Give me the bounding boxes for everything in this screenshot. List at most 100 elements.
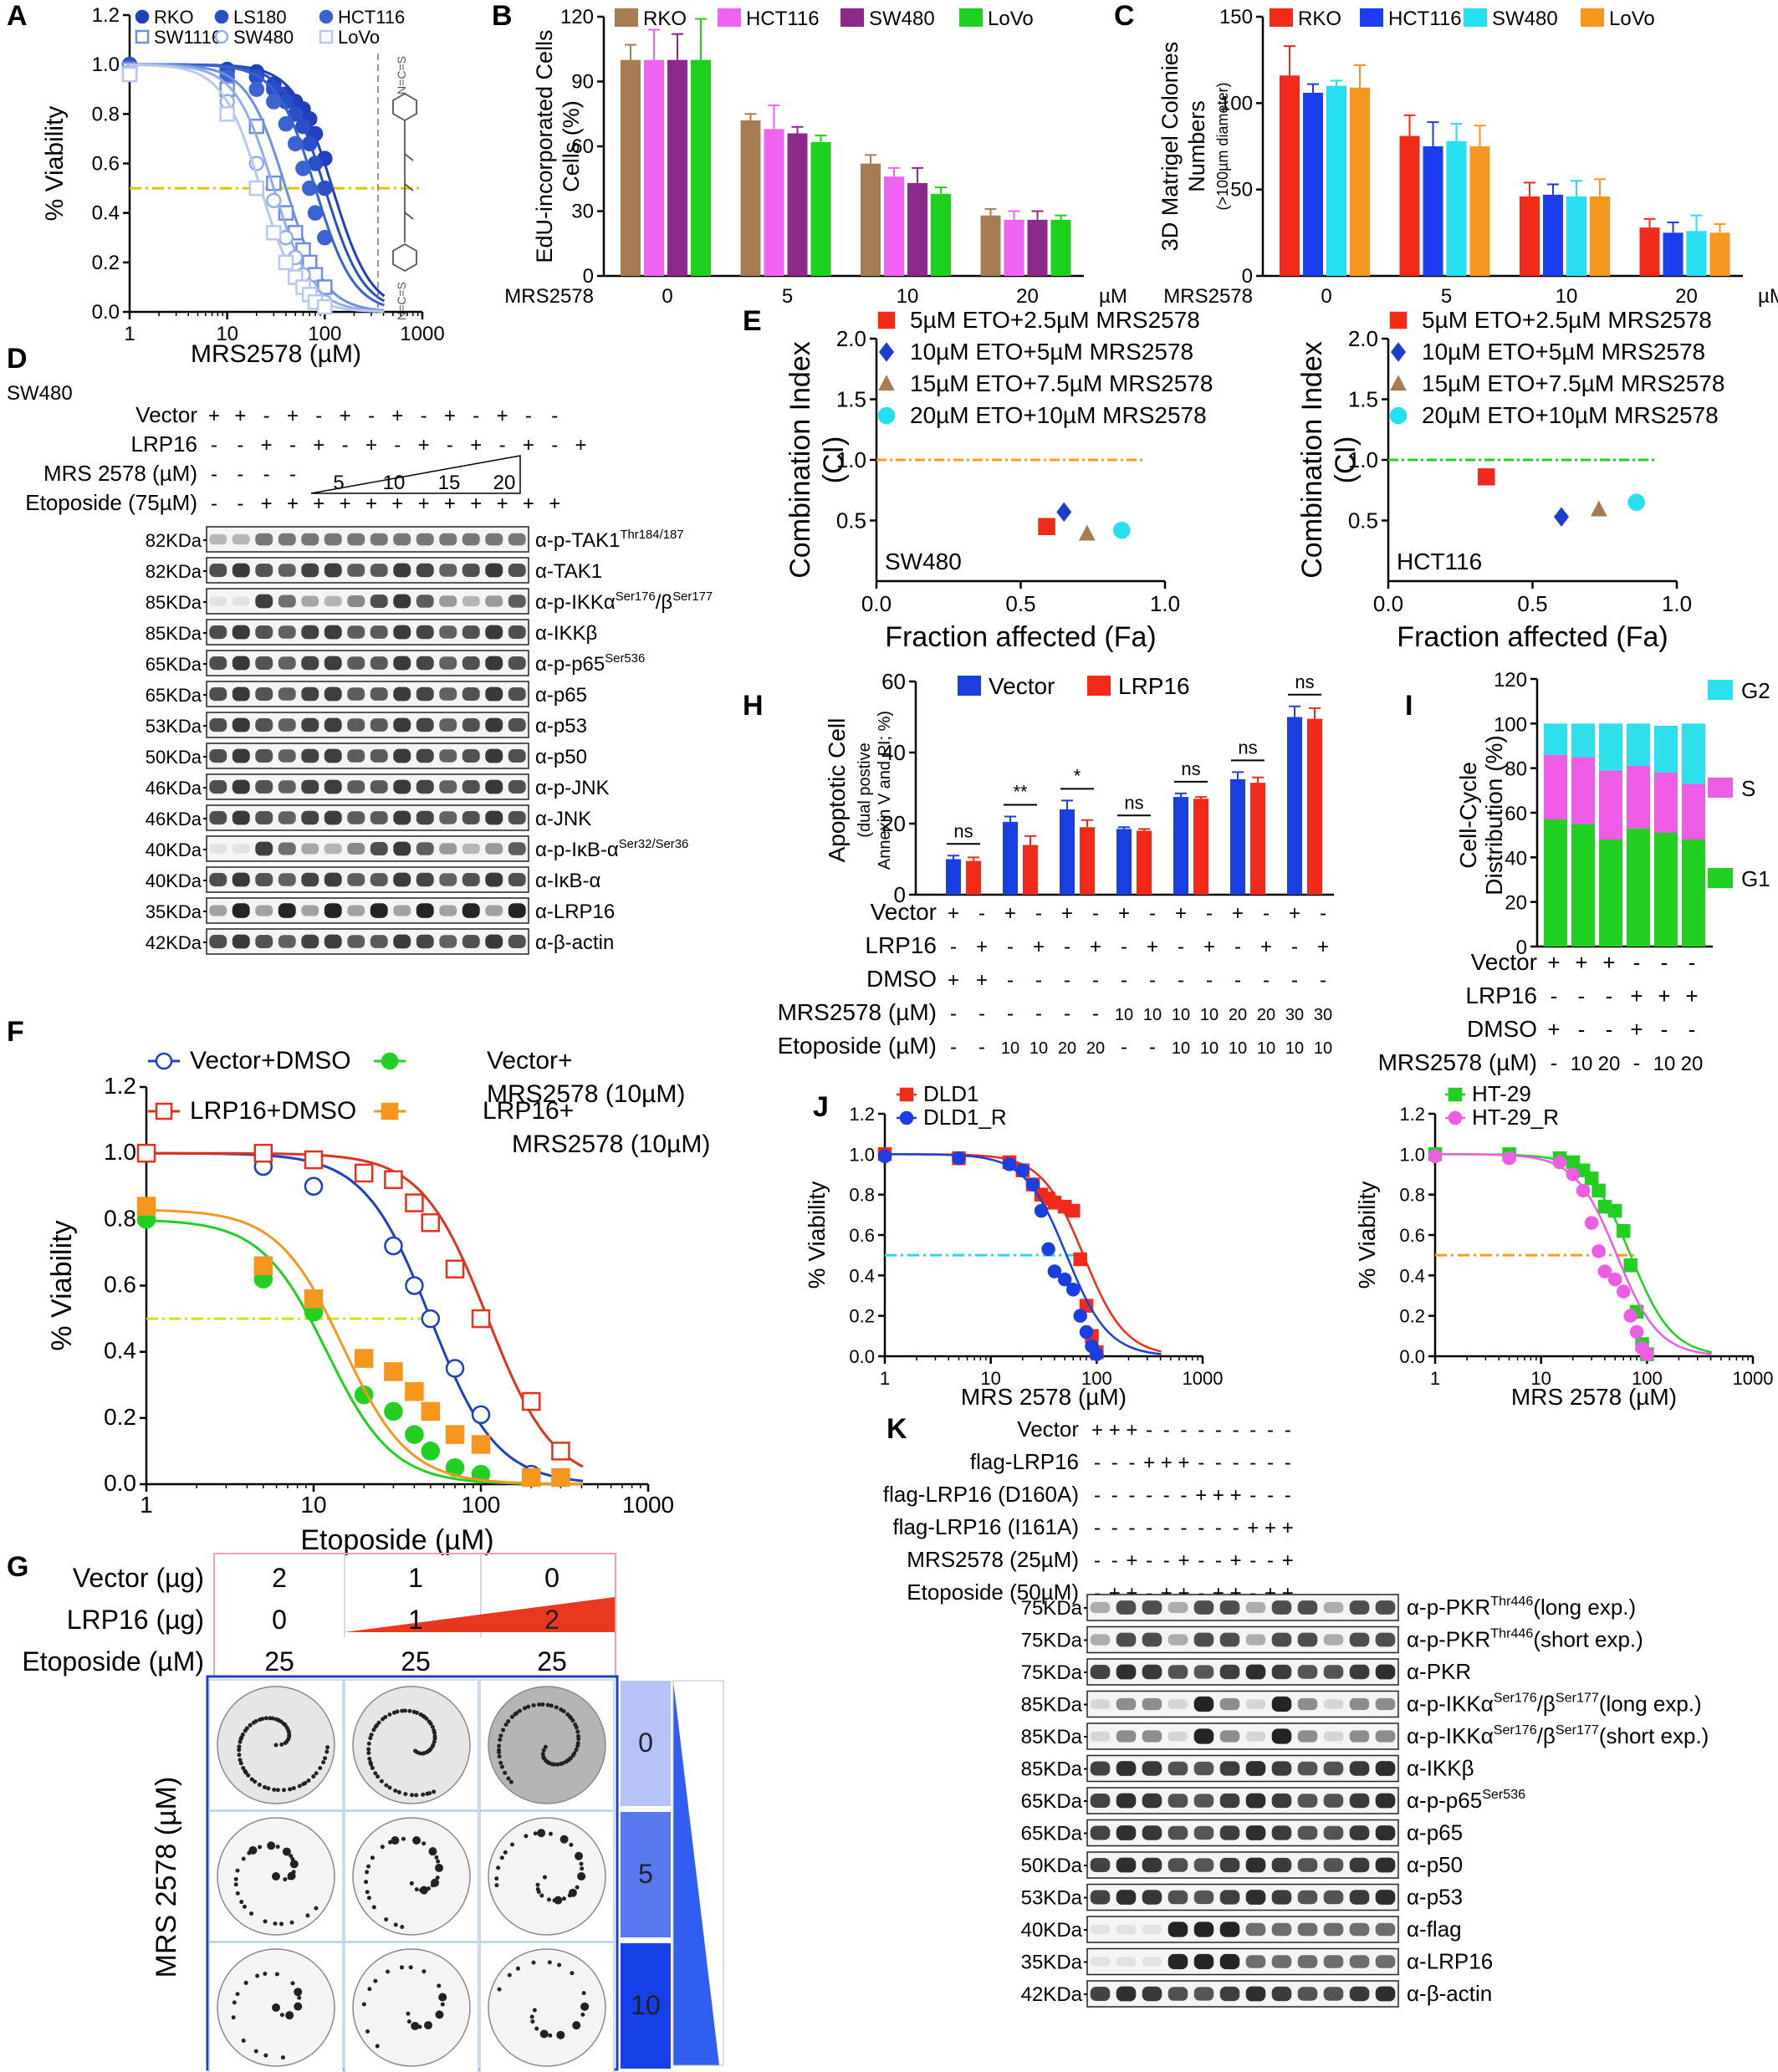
condition-cell: + xyxy=(523,434,534,457)
data-point xyxy=(1057,1272,1072,1287)
data-point xyxy=(317,180,333,196)
colony-dot xyxy=(435,2010,444,2019)
blot-band xyxy=(462,903,480,918)
colony-dot xyxy=(365,1890,370,1895)
stacked-bar-segment xyxy=(1571,824,1595,947)
blot-band xyxy=(278,842,296,855)
condition-cell: + xyxy=(1203,936,1215,958)
condition-cell: 10 xyxy=(1172,1039,1190,1058)
blot-band xyxy=(1323,1825,1344,1840)
condition-cell: + xyxy=(1547,1017,1560,1042)
colony-dot xyxy=(239,1900,244,1905)
blot-band xyxy=(209,872,227,887)
stacked-bar-segment xyxy=(1627,828,1650,947)
blot-antibody-label: α-TAK1 xyxy=(535,560,602,583)
dose-label: 15 xyxy=(438,472,461,494)
condition-cell: - xyxy=(978,1003,985,1025)
condition-cell: + xyxy=(208,405,220,427)
colony-dot xyxy=(251,1720,256,1725)
legend-swatch xyxy=(958,676,981,696)
blot-band xyxy=(1375,1600,1396,1615)
condition-cell: + xyxy=(1230,1484,1242,1507)
bar xyxy=(621,59,641,277)
blot-band xyxy=(1297,1922,1318,1937)
colony-dot xyxy=(534,2026,539,2031)
colony-dot xyxy=(531,1960,536,1965)
colony-dot xyxy=(241,2039,246,2044)
condition-cell: - xyxy=(1291,936,1298,958)
category-label: 20 xyxy=(1675,285,1698,308)
blot-membrane xyxy=(206,712,529,738)
y-tick-label: 0.4 xyxy=(849,1265,875,1286)
legend-label: 20µM ETO+10µM MRS2578 xyxy=(910,402,1207,428)
condition-label: Vector xyxy=(1017,1416,1079,1442)
colony-dot xyxy=(497,1743,502,1748)
condition-cell: + xyxy=(549,492,560,515)
colony-dot xyxy=(560,1761,565,1766)
blot-band xyxy=(1245,1601,1266,1614)
condition-cell: 20 xyxy=(1257,1006,1275,1024)
colony-dot xyxy=(432,1728,437,1733)
y-tick-label: 0.6 xyxy=(1399,1225,1425,1246)
dose-label: 5 xyxy=(638,1859,653,1889)
colony-dot xyxy=(532,2008,537,2013)
molecular-weight-label: 46KDa xyxy=(146,778,202,799)
blot-band xyxy=(278,780,296,794)
blot-antibody-label: α-p-p65Ser536 xyxy=(1407,1787,1525,1813)
blot-band xyxy=(1323,1890,1344,1905)
blot-band xyxy=(393,905,411,916)
data-point xyxy=(248,81,265,97)
category-label: 10 xyxy=(1556,285,1578,308)
legend-label: RKO xyxy=(154,7,194,28)
legend-swatch xyxy=(1464,8,1487,27)
condition-cell: - xyxy=(1661,1017,1668,1042)
condition-cell: 10 xyxy=(1571,1053,1593,1075)
colony-dot xyxy=(273,1717,278,1722)
colony-dot xyxy=(531,1702,536,1707)
blot-band xyxy=(370,780,388,794)
data-point xyxy=(1034,1203,1049,1218)
blot-band xyxy=(209,810,227,825)
bar xyxy=(644,59,664,277)
condition-cell: + xyxy=(234,405,246,427)
y-axis-title: Apoptotic Cell xyxy=(824,718,850,863)
blot-band xyxy=(1375,1955,1396,1968)
condition-label: flag-LRP16 (D160A) xyxy=(883,1482,1079,1507)
condition-cell: - xyxy=(950,936,957,958)
y-tick-label: 1.0 xyxy=(92,54,120,76)
data-point xyxy=(405,1276,424,1295)
legend-label: SW480 xyxy=(233,27,294,48)
colony-dot xyxy=(248,1845,258,1855)
blot-band xyxy=(347,749,365,763)
data-point xyxy=(1607,1203,1622,1218)
data-point xyxy=(405,1193,424,1212)
bar xyxy=(1350,87,1370,276)
colony-dot xyxy=(258,1845,263,1850)
colony-dot xyxy=(274,1972,279,1977)
blot-band xyxy=(232,934,250,949)
colony-dot xyxy=(431,1743,436,1748)
y-tick-label: 100 xyxy=(1494,713,1527,736)
colony-dot xyxy=(572,1751,577,1756)
colony-dot xyxy=(523,1706,528,1711)
colony-dot xyxy=(253,2049,258,2054)
colony-dot xyxy=(291,1870,296,1875)
colony-dot xyxy=(580,1866,585,1871)
x-tick-label: 1000 xyxy=(1733,1368,1774,1389)
colony-dot xyxy=(301,1782,306,1787)
blot-band xyxy=(1090,1731,1111,1742)
condition-cell: - xyxy=(551,405,558,427)
condition-cell: 30 xyxy=(1285,1006,1304,1024)
legend-label: LoVo xyxy=(1609,8,1655,30)
blot-band xyxy=(1375,1632,1396,1647)
colony-dot xyxy=(498,1733,503,1738)
blot-band xyxy=(439,718,457,732)
blot-antibody-label: α-p-IKKαSer176/βSer177(short exp.) xyxy=(1407,1722,1709,1748)
label-text: α-p65 xyxy=(535,684,587,707)
blot-band xyxy=(508,903,526,918)
x-tick-label: 1 xyxy=(1430,1368,1440,1389)
blot-band xyxy=(370,749,388,763)
colony-dot xyxy=(393,1789,398,1794)
category-label: 5 xyxy=(782,285,793,308)
